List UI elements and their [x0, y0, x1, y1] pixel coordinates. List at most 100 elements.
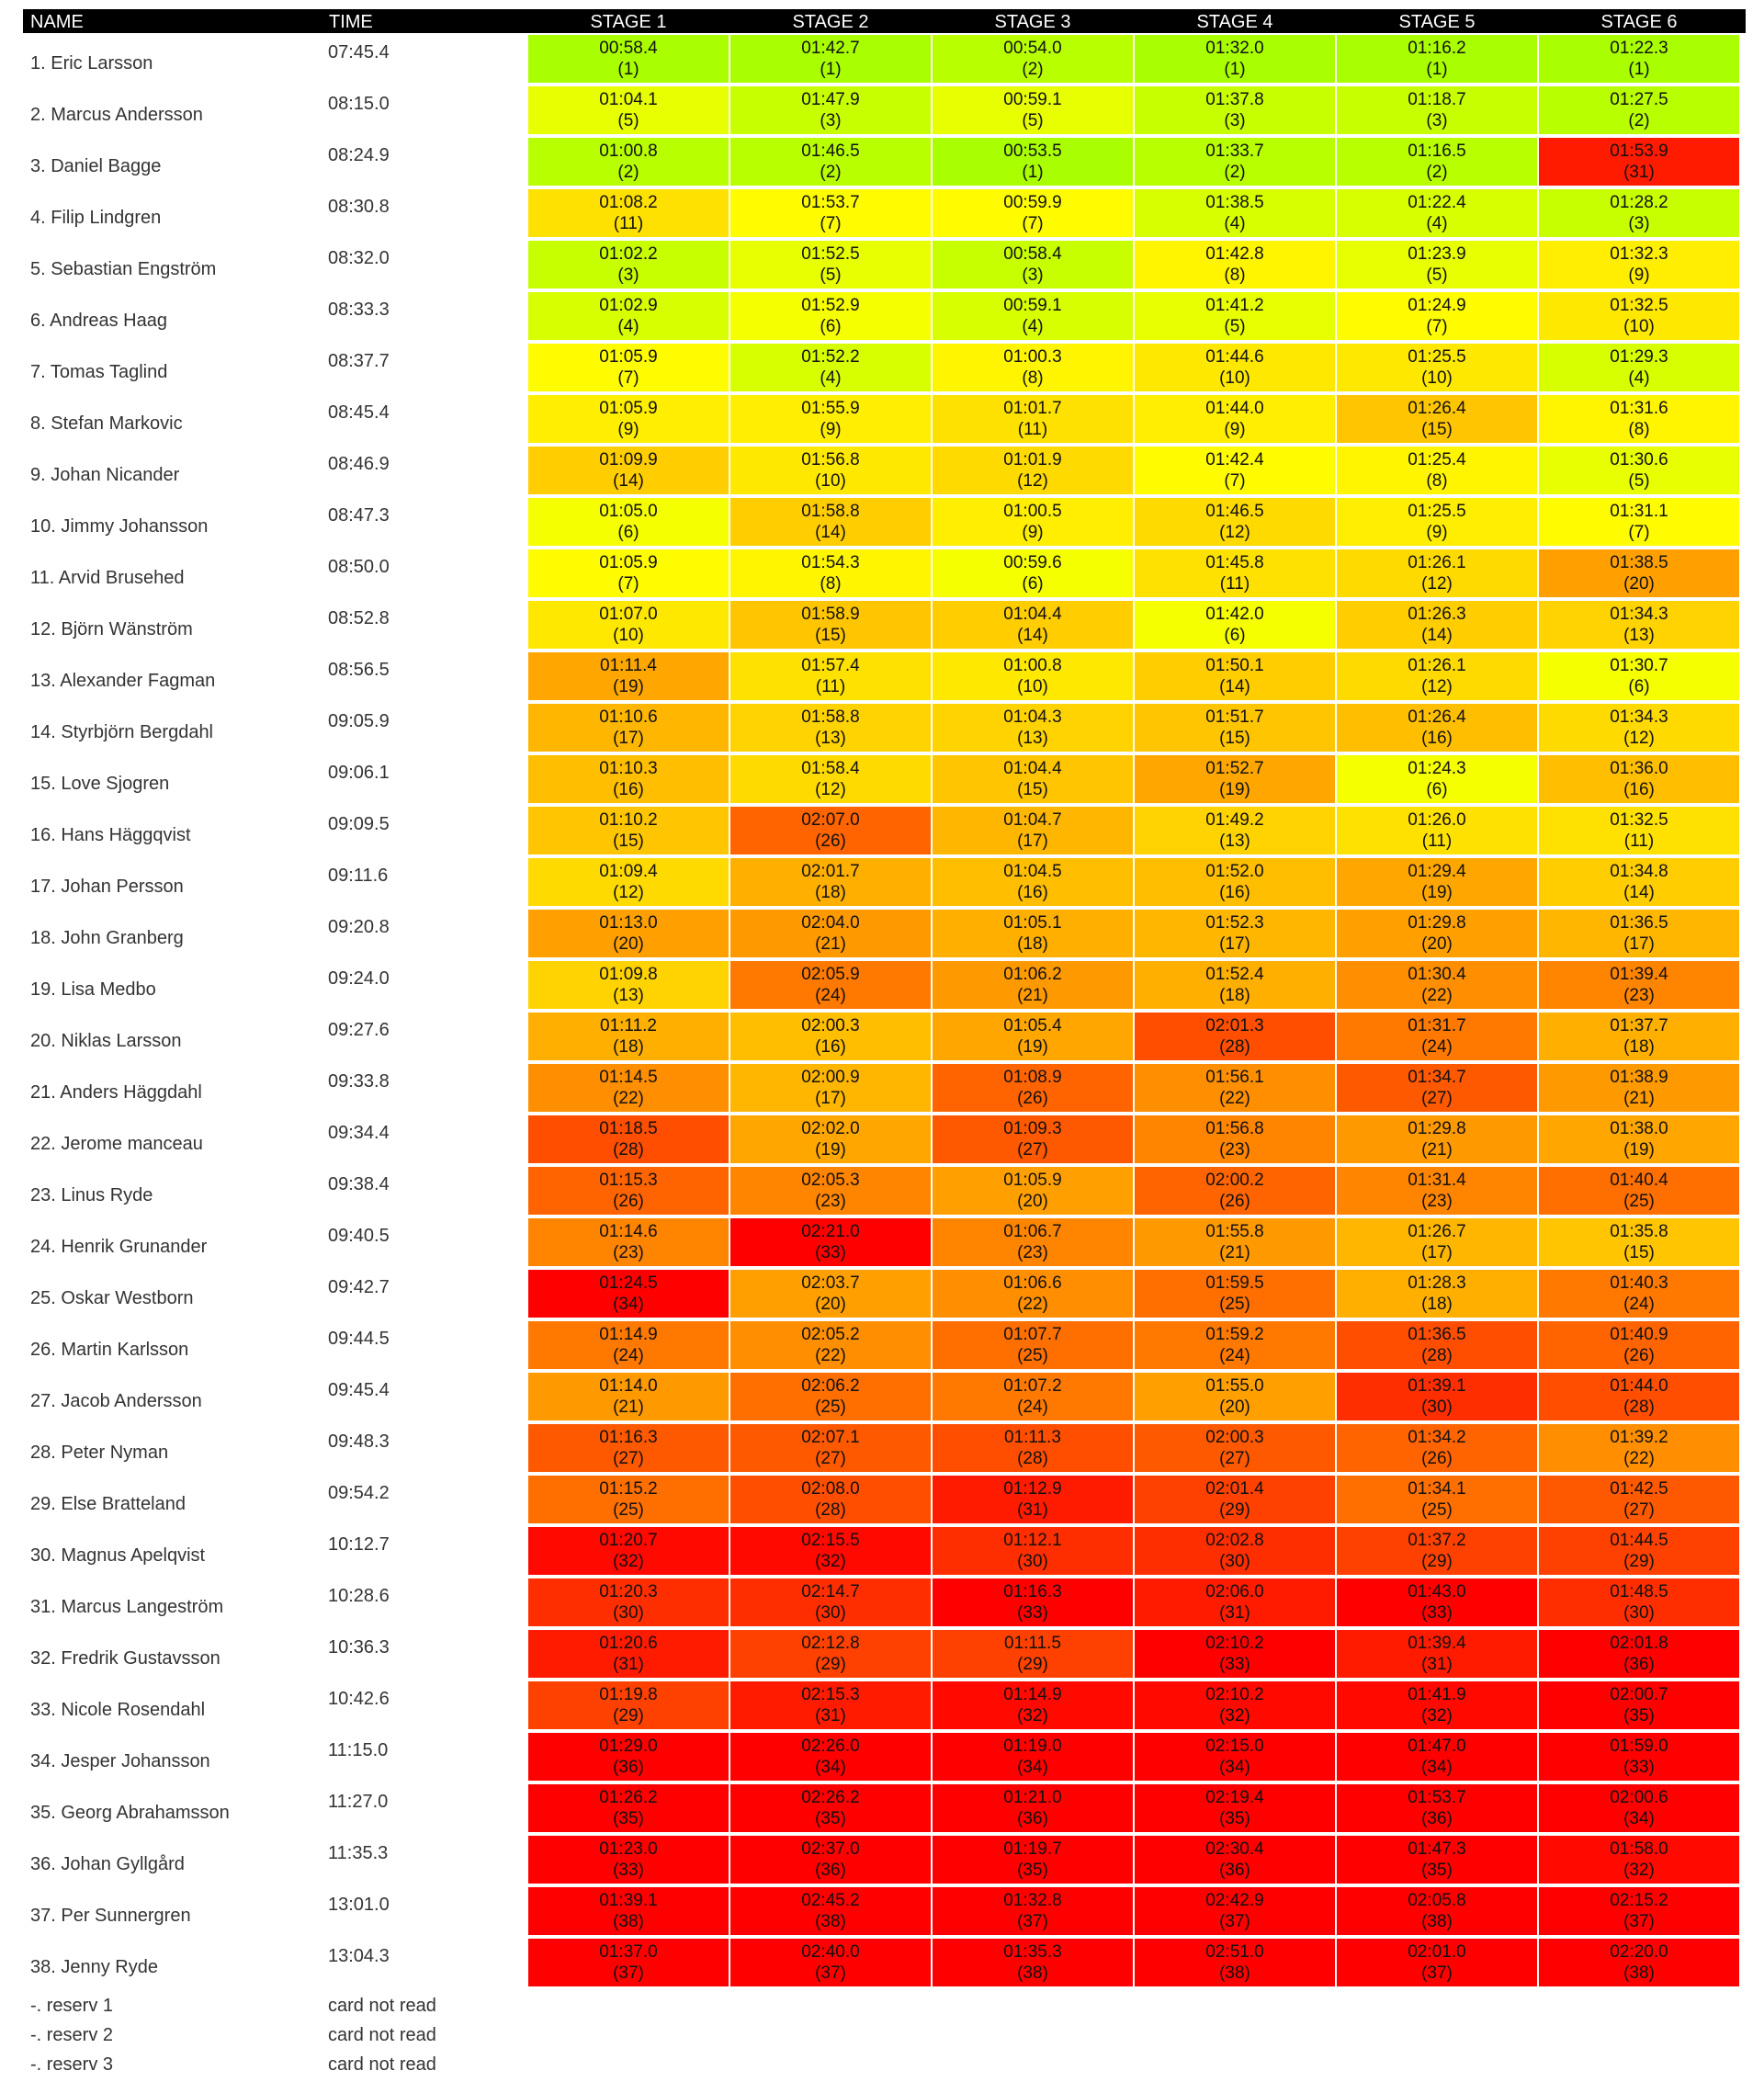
- stage-1-split-cell: 01:20.6 (31): [528, 1630, 729, 1678]
- split-time: 01:53.7: [801, 193, 860, 212]
- split-time: 02:00.6: [1610, 1788, 1668, 1807]
- stage-1-split-cell: 01:09.4 (12): [528, 858, 729, 906]
- split-time: 01:06.7: [1003, 1222, 1062, 1241]
- split-rank: (24): [1421, 1037, 1453, 1057]
- split-time: 01:48.5: [1610, 1582, 1668, 1601]
- stage-1-split-cell: 01:15.3 (26): [528, 1167, 729, 1215]
- stage-3-split-cell: 01:04.7 (17): [933, 807, 1133, 854]
- split-time: 02:06.0: [1205, 1582, 1264, 1601]
- stage-2-split-cell: 02:04.0 (21): [730, 910, 931, 957]
- split-rank: (8): [1022, 368, 1044, 388]
- split-rank: (28): [1623, 1397, 1655, 1417]
- stage-2-split-cell: 01:58.9 (15): [730, 601, 931, 649]
- stage-4-split-cell: 01:56.8 (23): [1135, 1115, 1335, 1163]
- table-row: 23. Linus Ryde 09:38.4 01:15.3 (26) 02:05.3 (…: [0, 1167, 1764, 1218]
- split-time: 01:14.9: [599, 1325, 658, 1344]
- split-rank: (23): [1623, 986, 1655, 1005]
- stage-5-split-cell: 01:47.0 (34): [1337, 1733, 1537, 1781]
- header-stage-3[interactable]: STAGE 3: [994, 12, 1071, 32]
- split-rank: (1): [1426, 60, 1448, 79]
- split-time: 01:47.9: [801, 90, 860, 109]
- split-rank: (6): [1224, 626, 1246, 645]
- stage-1-split-cell: 01:26.2 (35): [528, 1784, 729, 1832]
- split-time: 01:04.3: [1003, 707, 1062, 727]
- stage-5-split-cell: 01:34.1 (25): [1337, 1476, 1537, 1523]
- stage-4-split-cell: 01:33.7 (2): [1135, 138, 1335, 186]
- stage-3-split-cell: 01:21.0 (36): [933, 1784, 1133, 1832]
- competitor-name: 38. Jenny Ryde: [30, 1957, 158, 1977]
- split-rank: (1): [820, 60, 842, 79]
- header-time[interactable]: TIME: [329, 12, 373, 32]
- split-rank: (7): [1224, 471, 1246, 491]
- split-time: 01:52.9: [801, 296, 860, 315]
- table-row: 6. Andreas Haag 08:33.3 01:02.9 (4) 01:52.9 (…: [0, 292, 1764, 344]
- stage-3-split-cell: 01:06.2 (21): [933, 961, 1133, 1009]
- split-time: 01:31.1: [1610, 502, 1668, 521]
- total-time: 08:24.9: [328, 145, 390, 165]
- stage-3-split-cell: 01:06.6 (22): [933, 1270, 1133, 1318]
- split-rank: (5): [820, 266, 842, 285]
- stage-6-split-cell: 01:36.5 (17): [1539, 910, 1739, 957]
- stage-6-split-cell: 01:42.5 (27): [1539, 1476, 1739, 1523]
- split-rank: (7): [1628, 523, 1650, 542]
- stage-5-split-cell: 01:26.1 (12): [1337, 652, 1537, 700]
- header-stage-4[interactable]: STAGE 4: [1196, 12, 1273, 32]
- stage-1-split-cell: 01:15.2 (25): [528, 1476, 729, 1523]
- total-time: 11:27.0: [328, 1792, 389, 1812]
- split-rank: (20): [1219, 1397, 1250, 1417]
- stage-1-split-cell: 01:09.8 (13): [528, 961, 729, 1009]
- split-rank: (15): [1623, 1243, 1655, 1262]
- table-row: 13. Alexander Fagman 08:56.5 01:11.4 (19) 01…: [0, 652, 1764, 704]
- stage-1-split-cell: 01:11.4 (19): [528, 652, 729, 700]
- split-rank: (37): [1421, 1963, 1453, 1983]
- header-stage-5[interactable]: STAGE 5: [1398, 12, 1476, 32]
- split-time: 02:10.2: [1205, 1634, 1264, 1653]
- split-time: 01:29.8: [1408, 1119, 1466, 1138]
- stage-6-split-cell: 01:44.5 (29): [1539, 1527, 1739, 1575]
- split-rank: (16): [1623, 780, 1655, 799]
- stage-1-split-cell: 01:07.0 (10): [528, 601, 729, 649]
- split-time: 01:36.0: [1610, 759, 1668, 778]
- split-rank: (12): [1421, 677, 1453, 696]
- split-rank: (35): [1017, 1861, 1048, 1880]
- split-rank: (36): [815, 1861, 846, 1880]
- split-rank: (33): [815, 1243, 846, 1262]
- split-time: 02:00.2: [1205, 1171, 1264, 1190]
- split-rank: (2): [1022, 60, 1044, 79]
- split-rank: (11): [815, 677, 846, 696]
- stage-6-split-cell: 02:15.2 (37): [1539, 1887, 1739, 1935]
- competitor-name: 31. Marcus Langeström: [30, 1597, 224, 1617]
- split-time: 02:05.2: [801, 1325, 860, 1344]
- split-time: 01:49.2: [1205, 810, 1264, 830]
- split-rank: (4): [1426, 214, 1448, 233]
- stage-3-split-cell: 01:00.3 (8): [933, 344, 1133, 391]
- split-time: 01:09.3: [1003, 1119, 1062, 1138]
- header-name[interactable]: NAME: [30, 12, 84, 32]
- header-stage-6[interactable]: STAGE 6: [1600, 12, 1678, 32]
- stage-5-split-cell: 01:29.4 (19): [1337, 858, 1537, 906]
- split-time: 02:51.0: [1205, 1942, 1264, 1962]
- split-rank: (26): [1623, 1346, 1655, 1365]
- split-time: 01:56.1: [1205, 1068, 1264, 1087]
- split-rank: (34): [815, 1758, 846, 1777]
- stage-3-split-cell: 00:59.1 (5): [933, 86, 1133, 134]
- split-rank: (30): [1421, 1397, 1453, 1417]
- stage-3-split-cell: 01:08.9 (26): [933, 1064, 1133, 1112]
- split-rank: (27): [1219, 1449, 1250, 1468]
- split-time: 02:01.4: [1205, 1479, 1264, 1499]
- competitor-name: 28. Peter Nyman: [30, 1443, 169, 1463]
- competitor-name: 19. Lisa Medbo: [30, 979, 156, 1000]
- split-rank: (21): [613, 1397, 644, 1417]
- split-time: 01:26.0: [1408, 810, 1466, 830]
- stage-5-split-cell: 01:31.7 (24): [1337, 1013, 1537, 1060]
- split-time: 01:11.3: [1004, 1428, 1061, 1447]
- total-time: 09:11.6: [328, 866, 389, 886]
- stage-4-split-cell: 01:52.3 (17): [1135, 910, 1335, 957]
- header-stage-1[interactable]: STAGE 1: [590, 12, 667, 32]
- stage-6-split-cell: 02:00.6 (34): [1539, 1784, 1739, 1832]
- split-time: 01:57.4: [801, 656, 860, 675]
- stage-4-split-cell: 01:42.0 (6): [1135, 601, 1335, 649]
- split-rank: (17): [815, 1089, 846, 1108]
- split-rank: (16): [1219, 883, 1250, 902]
- header-stage-2[interactable]: STAGE 2: [792, 12, 869, 32]
